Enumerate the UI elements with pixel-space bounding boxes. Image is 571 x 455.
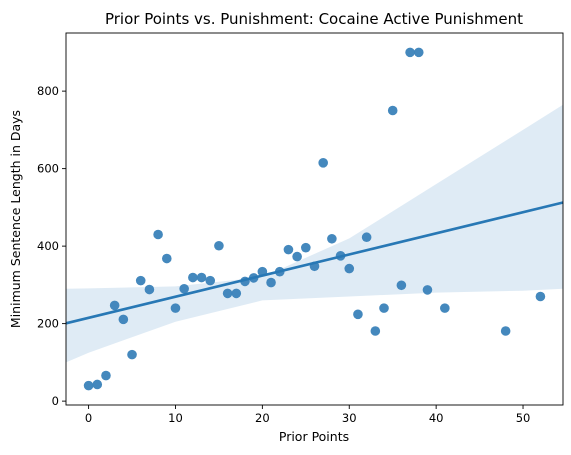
data-point	[370, 326, 381, 336]
data-point	[396, 280, 407, 291]
data-point	[500, 326, 511, 336]
data-point	[301, 242, 311, 253]
data-point	[318, 158, 328, 168]
y-axis-ticks: 0 200 400 600 800	[37, 84, 66, 408]
data-point	[292, 251, 302, 262]
data-point	[109, 300, 120, 311]
data-point	[127, 349, 137, 360]
data-point	[170, 303, 181, 313]
regression-line	[65, 201, 564, 325]
y-tick-label: 800	[37, 84, 59, 98]
data-point	[188, 272, 198, 283]
x-axis-label: Prior Points	[279, 429, 349, 444]
data-point	[327, 233, 337, 244]
data-point	[353, 309, 363, 320]
data-point	[161, 253, 172, 264]
data-point	[361, 232, 372, 243]
data-point	[387, 105, 398, 116]
y-tick-label: 0	[52, 394, 59, 408]
y-tick-label: 200	[37, 317, 59, 331]
data-point	[422, 285, 433, 295]
data-point	[83, 380, 94, 391]
points-layer	[83, 47, 546, 391]
data-point	[440, 303, 450, 313]
x-tick-label: 0	[85, 411, 92, 425]
data-point	[413, 47, 424, 58]
data-point	[144, 284, 155, 295]
data-point	[179, 283, 189, 294]
confidence-band-layer	[66, 104, 563, 363]
x-tick-label: 40	[429, 411, 444, 425]
data-point	[101, 370, 111, 381]
x-tick-label: 30	[342, 411, 357, 425]
data-point	[118, 314, 129, 325]
data-point	[535, 291, 546, 302]
y-tick-label: 600	[37, 162, 59, 176]
chart-title: Prior Points vs. Punishment: Cocaine Act…	[105, 10, 523, 28]
data-point	[214, 240, 224, 251]
regression-line-layer	[65, 201, 564, 325]
confidence-band	[66, 104, 563, 363]
data-point	[344, 263, 355, 274]
data-point	[405, 47, 415, 58]
x-tick-label: 50	[516, 411, 531, 425]
y-axis-label: Minimum Sentence Length in Days	[8, 110, 23, 328]
data-point	[283, 244, 294, 255]
data-point	[196, 272, 207, 283]
y-tick-label: 400	[37, 239, 59, 253]
data-point	[379, 303, 389, 313]
plot-frame	[65, 32, 564, 406]
data-point	[266, 277, 276, 288]
x-axis-ticks: 0 10 20 30 40 50	[85, 405, 530, 425]
data-point	[205, 275, 216, 286]
data-point	[135, 275, 146, 286]
x-tick-label: 20	[255, 411, 270, 425]
x-tick-label: 10	[168, 411, 183, 425]
data-point	[222, 288, 233, 299]
data-point	[153, 229, 163, 240]
data-point	[92, 379, 103, 390]
data-point	[231, 288, 242, 299]
